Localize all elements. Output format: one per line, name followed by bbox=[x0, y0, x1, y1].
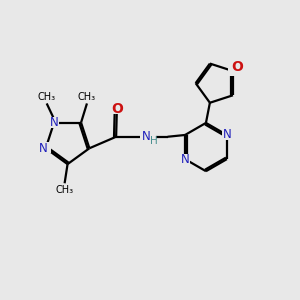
Text: CH₃: CH₃ bbox=[78, 92, 96, 102]
FancyBboxPatch shape bbox=[49, 117, 59, 128]
FancyBboxPatch shape bbox=[228, 66, 238, 76]
Text: CH₃: CH₃ bbox=[56, 185, 74, 195]
Text: O: O bbox=[111, 102, 123, 116]
Text: N: N bbox=[181, 153, 189, 166]
FancyBboxPatch shape bbox=[112, 104, 122, 114]
FancyBboxPatch shape bbox=[40, 142, 51, 153]
Text: O: O bbox=[231, 60, 243, 74]
Text: H: H bbox=[150, 136, 158, 146]
FancyBboxPatch shape bbox=[140, 130, 156, 142]
FancyBboxPatch shape bbox=[222, 130, 232, 140]
Text: N: N bbox=[223, 128, 231, 142]
Text: N: N bbox=[142, 130, 151, 143]
FancyBboxPatch shape bbox=[180, 154, 190, 164]
Text: N: N bbox=[50, 116, 58, 129]
Text: CH₃: CH₃ bbox=[38, 92, 56, 102]
Text: N: N bbox=[39, 142, 48, 155]
